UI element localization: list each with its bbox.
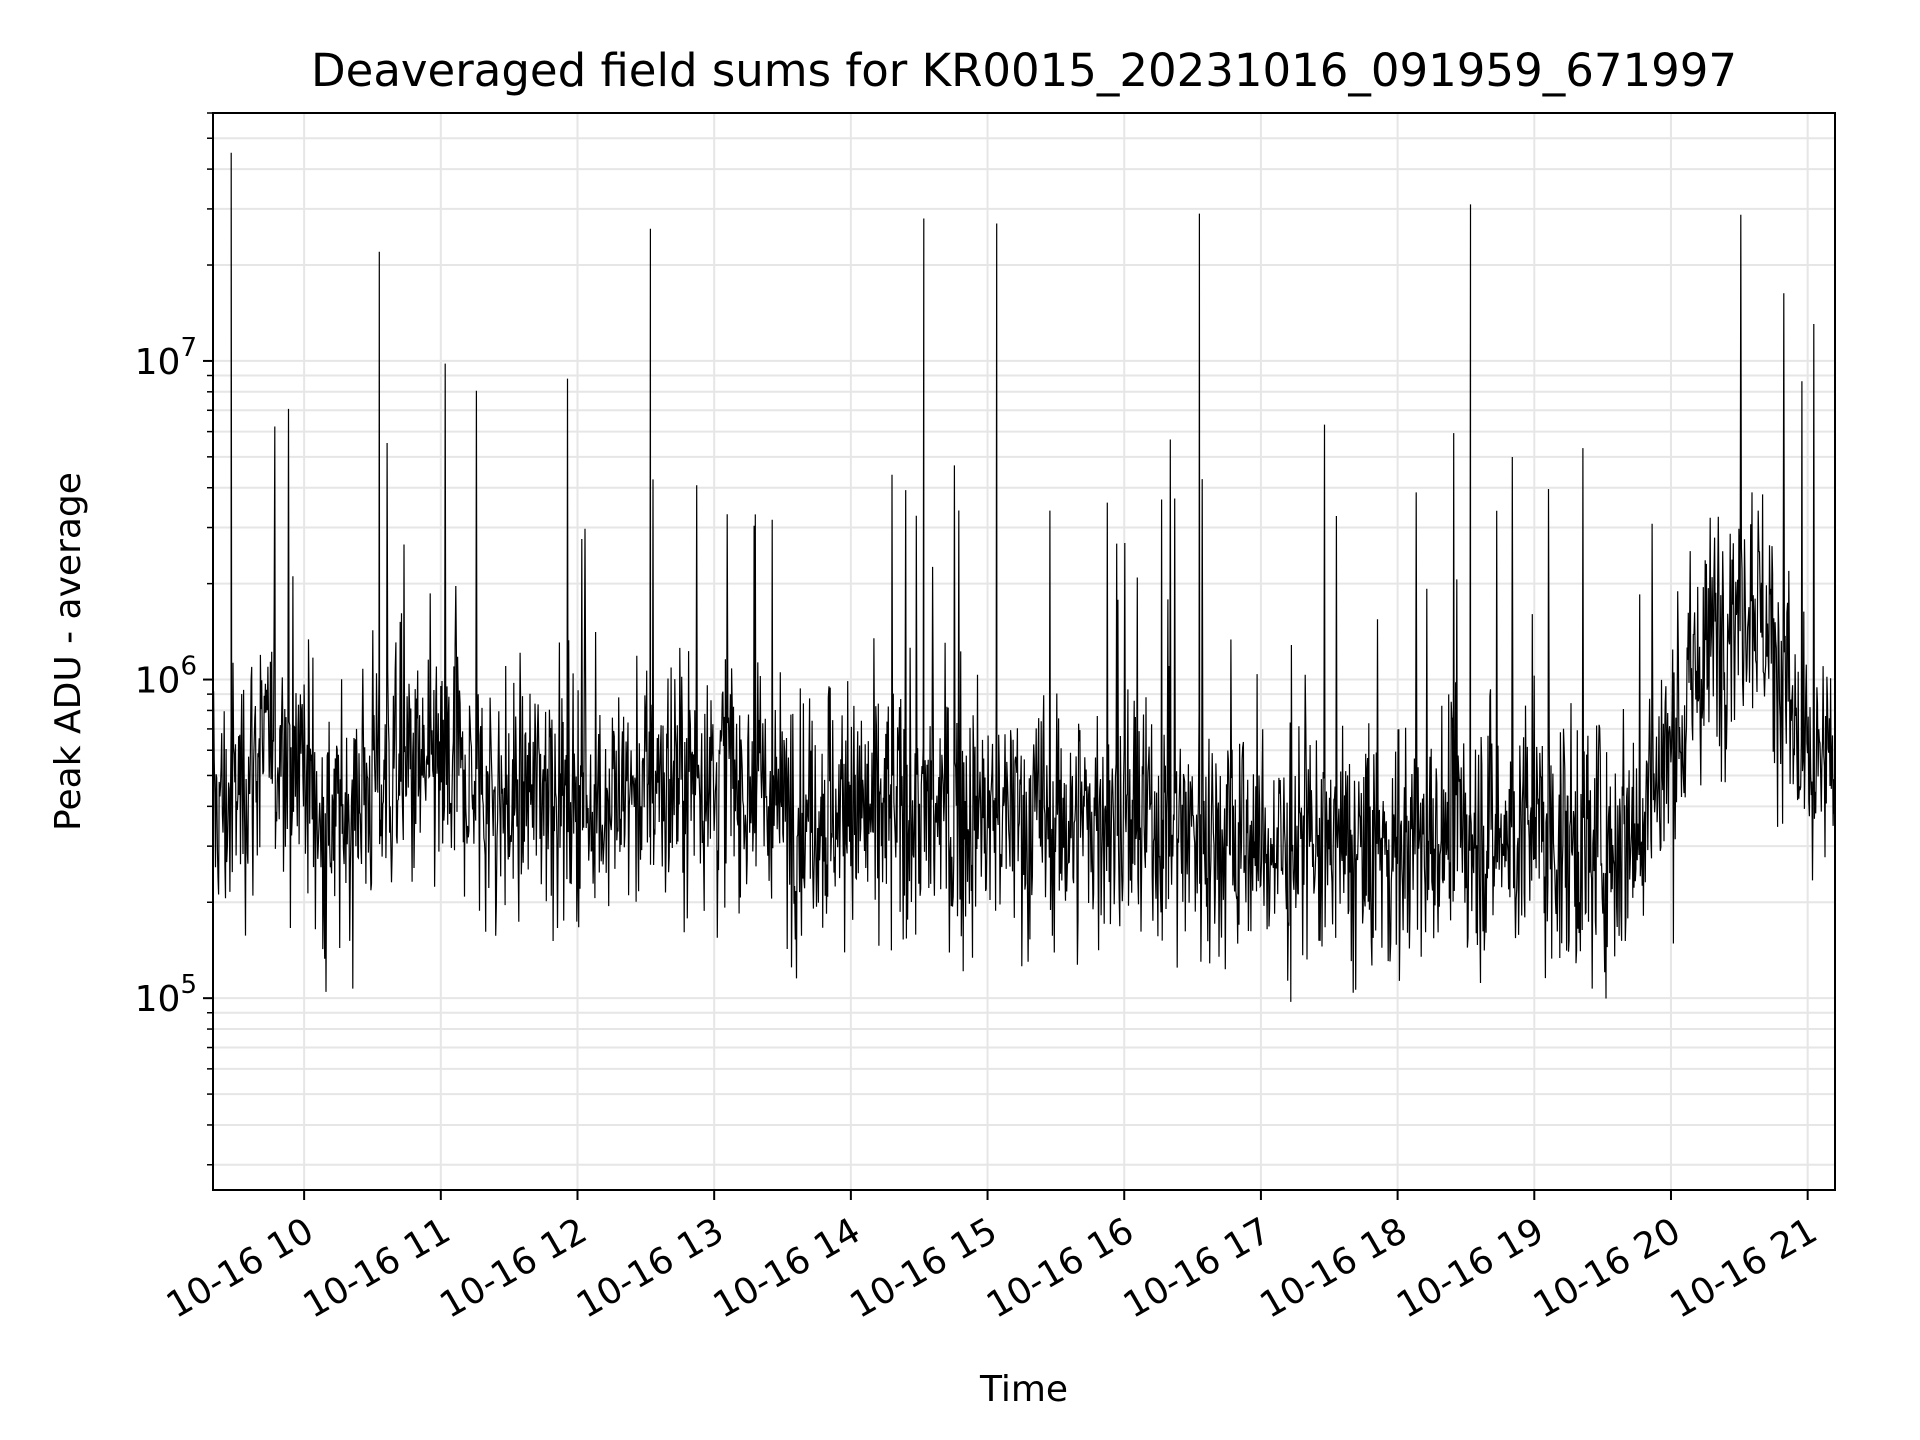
chart-title: Deaveraged field sums for KR0015_2023101…	[311, 44, 1737, 97]
y-tick-label: 107	[135, 333, 197, 383]
x-axis-label: Time	[979, 1369, 1068, 1410]
series-line-layer	[212, 152, 1836, 1002]
y-axis: 105 106 107	[135, 112, 213, 1166]
plot-frame	[212, 112, 1836, 1191]
y-axis-label: Peak ADU - average	[48, 472, 89, 831]
y-tick-label: 105	[135, 970, 197, 1020]
series-line	[212, 152, 1836, 1002]
y-tick-label: 106	[135, 652, 197, 702]
